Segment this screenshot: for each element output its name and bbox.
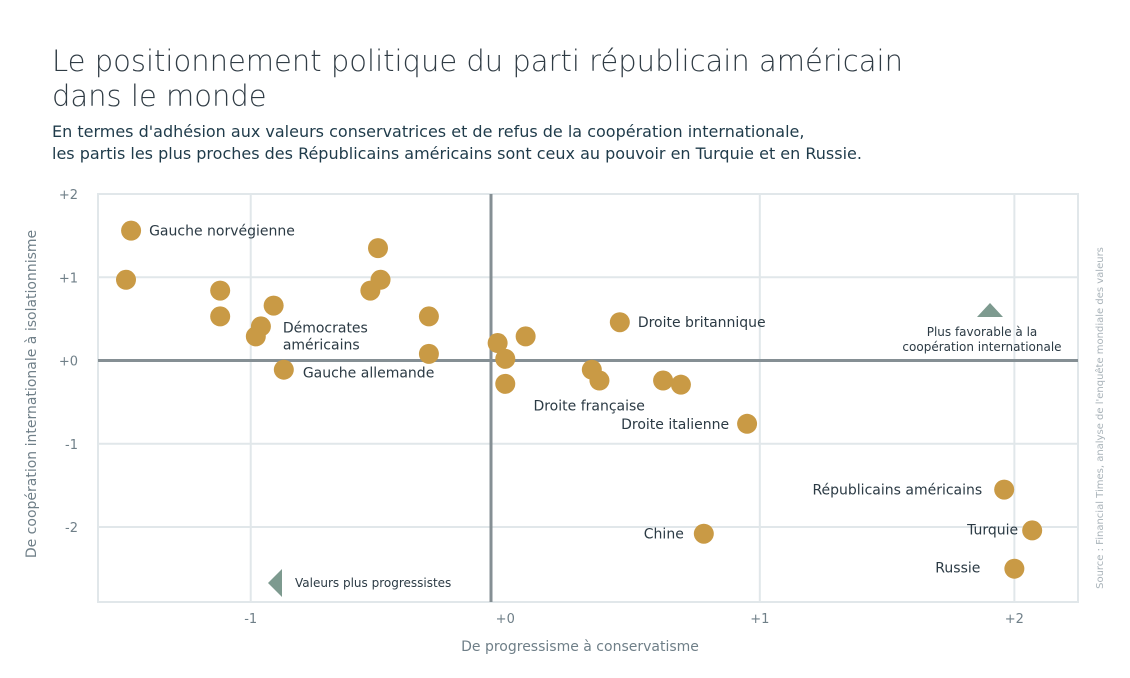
x-tick-label: +0 (496, 612, 515, 627)
data-point (210, 280, 231, 301)
point-label: Russie (935, 561, 980, 577)
data-point (121, 220, 142, 241)
data-point (418, 306, 439, 327)
data-point (737, 413, 758, 434)
chart-subtitle: En termes d'adhésion aux valeurs conserv… (52, 122, 862, 163)
data-point (360, 280, 381, 301)
y-tick-label: +0 (59, 355, 78, 370)
arrow-left-icon (268, 569, 282, 597)
y-tick-label: +2 (59, 188, 78, 203)
data-point (245, 326, 266, 347)
data-point (418, 343, 439, 364)
point-label: Gauche allemande (303, 366, 435, 382)
point-labels: Gauche norvégienne Démocrates américains Ga… (149, 224, 1018, 577)
annotations: Plus favorable à la coopération internat… (268, 303, 1062, 597)
data-point (653, 370, 674, 391)
point-label: Droite britannique (638, 315, 766, 331)
point-label: Chine (644, 527, 684, 543)
data-point (210, 306, 231, 327)
tick-labels: -1 +0 +1 +2 +2 +1 +0 -1 -2 (59, 188, 1024, 627)
data-point (495, 348, 516, 369)
data-point (589, 370, 610, 391)
y-tick-label: -2 (65, 521, 78, 536)
point-label: Droite française (533, 399, 644, 415)
point-label: Gauche norvégienne (149, 224, 295, 240)
x-axis-title: De progressisme à conservatisme (461, 639, 699, 655)
y-axis-title: De coopération internationale à isolatio… (24, 230, 40, 558)
y-tick-label: +1 (59, 271, 78, 286)
data-points (116, 220, 1043, 579)
data-point (273, 359, 294, 380)
data-point (693, 523, 714, 544)
data-point (263, 295, 284, 316)
point-label: Démocrates américains (283, 320, 368, 353)
y-tick-label: -1 (65, 438, 78, 453)
data-point (495, 373, 516, 394)
grid (97, 193, 1079, 603)
data-point (487, 333, 508, 354)
x-tick-label: +2 (1005, 612, 1024, 627)
data-point (670, 374, 691, 395)
annotation-cooperation-line1: Plus favorable à la (927, 325, 1038, 339)
point-label: Droite italienne (621, 417, 729, 433)
point-label: Républicains américains (812, 483, 982, 499)
annotation-cooperation-line2: coopération internationale (902, 340, 1061, 354)
point-label: Turquie (966, 522, 1018, 538)
source-note: Source : Financial Times, analyse de l'e… (1094, 247, 1106, 589)
data-point (368, 238, 388, 259)
data-point (116, 269, 136, 290)
data-point (1004, 558, 1025, 579)
x-tick-label: +1 (750, 612, 769, 627)
arrow-up-icon (977, 303, 1003, 317)
chart-title: Le positionnement politique du parti rép… (52, 44, 903, 113)
data-point (515, 326, 536, 347)
x-tick-label: -1 (244, 612, 257, 627)
annotation-progressive: Valeurs plus progressistes (295, 576, 451, 590)
data-point (994, 479, 1015, 500)
data-point (1022, 520, 1043, 541)
data-point (609, 312, 630, 333)
